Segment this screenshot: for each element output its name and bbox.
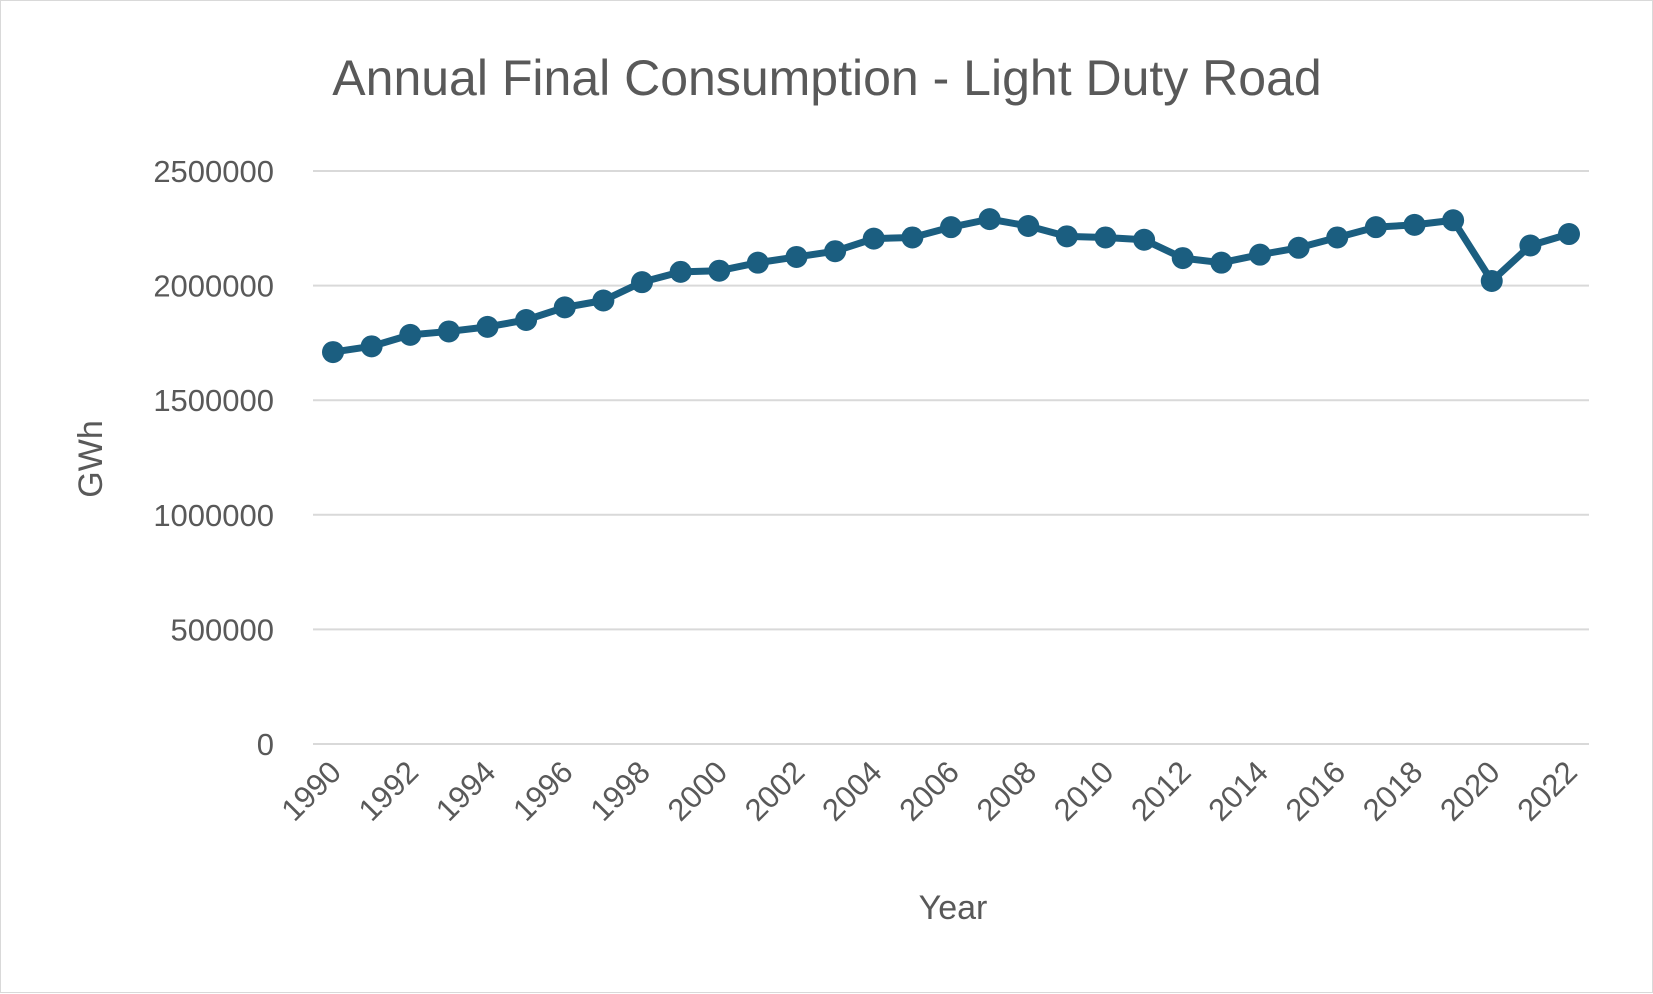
y-tick-label: 1000000 (153, 498, 274, 533)
series-line-group (322, 208, 1580, 364)
chart-title: Annual Final Consumption - Light Duty Ro… (332, 50, 1321, 106)
x-tick-label: 1990 (274, 754, 348, 828)
x-tick-label: 2004 (815, 754, 889, 828)
y-tick-label: 2500000 (153, 154, 274, 189)
data-point (708, 259, 731, 282)
data-point (1442, 209, 1465, 232)
x-tick-label: 2018 (1356, 754, 1430, 828)
data-point (1094, 226, 1117, 249)
data-point (1210, 251, 1233, 274)
data-point (322, 341, 344, 364)
data-point (1326, 226, 1349, 249)
data-point (940, 216, 962, 239)
data-point (553, 296, 576, 319)
y-axis-title: GWh (72, 420, 110, 497)
data-point (862, 227, 885, 250)
data-point (476, 315, 499, 338)
x-tick-label: 1994 (429, 754, 503, 828)
x-axis-title: Year (919, 889, 988, 927)
data-point (669, 260, 692, 283)
data-point (1055, 225, 1078, 248)
data-point (360, 335, 383, 358)
data-point (1558, 223, 1580, 246)
data-point (592, 289, 615, 312)
data-point (1519, 234, 1542, 257)
data-point (824, 240, 847, 263)
data-point (1133, 228, 1156, 251)
data-point (1171, 247, 1194, 270)
x-axis-tick-labels: 1990 1992 1994 1996 1998 2000 2002 2004 2006 2008… (274, 754, 1584, 828)
data-point (978, 208, 1001, 231)
data-point (1287, 236, 1310, 259)
gridlines (313, 170, 1589, 745)
y-tick-label: 0 (257, 727, 274, 762)
data-point (437, 320, 460, 343)
x-tick-label: 2000 (661, 754, 735, 828)
x-tick-label: 1998 (583, 754, 657, 828)
x-tick-label: 2012 (1124, 754, 1198, 828)
x-tick-label: 2008 (970, 754, 1044, 828)
data-point (631, 271, 653, 294)
x-tick-label: 2016 (1279, 754, 1353, 828)
data-point (1249, 243, 1271, 266)
data-point (1480, 270, 1503, 293)
x-tick-label: 2014 (1201, 754, 1275, 828)
data-point (746, 251, 769, 274)
data-point (1403, 213, 1426, 236)
data-point (785, 245, 808, 268)
data-point (1364, 216, 1387, 239)
y-tick-label: 1500000 (153, 383, 274, 418)
x-tick-label: 2002 (738, 754, 812, 828)
data-point (515, 308, 538, 331)
data-point (1017, 215, 1040, 238)
x-tick-label: 2020 (1433, 754, 1507, 828)
x-tick-label: 2022 (1510, 754, 1584, 828)
data-point (399, 323, 422, 346)
x-tick-label: 1996 (506, 754, 580, 828)
x-tick-label: 2006 (892, 754, 966, 828)
data-point (901, 226, 924, 249)
y-tick-label: 500000 (171, 612, 274, 647)
y-axis-tick-labels: 0 500000 1000000 1500000 2000000 2500000 (153, 154, 274, 762)
x-tick-label: 1992 (352, 754, 426, 828)
y-tick-label: 2000000 (153, 269, 274, 304)
x-tick-label: 2010 (1047, 754, 1121, 828)
